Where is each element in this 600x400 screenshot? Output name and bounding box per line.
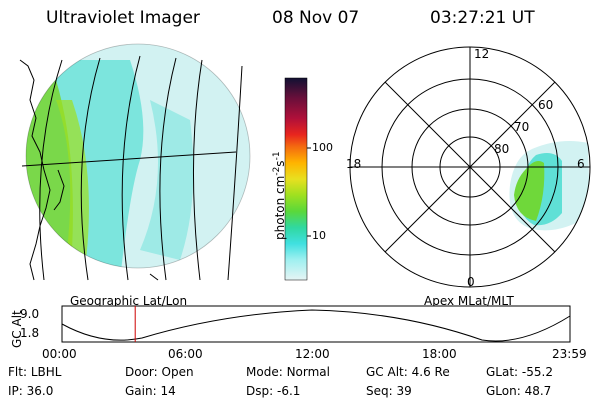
info-gain-value: 14	[160, 384, 176, 398]
info-glat-value: -55.2	[521, 365, 553, 379]
info-mode: Mode: Normal	[246, 365, 330, 379]
info-gain: Gain: 14	[125, 384, 176, 398]
polar-caption: Apex MLat/MLT	[424, 294, 514, 308]
geographic-image	[19, 43, 251, 281]
altitude-plot	[61, 305, 571, 343]
geographic-caption: Geographic Lat/Lon	[70, 294, 188, 308]
altitude-xtick-3: 18:00	[422, 347, 457, 361]
colorbar-tick-100: 100	[312, 141, 333, 154]
mlt-label-6: 6	[577, 157, 585, 171]
info-glon-value: 48.7	[524, 384, 552, 398]
colorbar-unit-exp1: -2	[272, 166, 282, 176]
info-door: Door: Open	[125, 365, 194, 379]
colorbar-unit-text: photon cm	[273, 175, 287, 240]
colorbar	[284, 77, 311, 281]
info-seq: Seq: 39	[366, 384, 412, 398]
mlat-label-80: 80	[494, 142, 510, 156]
info-glon: GLon: 48.7	[486, 384, 551, 398]
info-gain-label: Gain:	[125, 384, 157, 398]
colorbar-unit-seconds: s	[273, 160, 287, 167]
mlt-label-0: 0	[467, 275, 475, 289]
altitude-xtick-1: 06:00	[168, 347, 203, 361]
info-seq-value: 39	[396, 384, 412, 398]
mlat-label-70: 70	[514, 120, 530, 134]
mlat-label-60: 60	[538, 98, 554, 112]
info-ip: IP: 36.0	[8, 384, 53, 398]
info-gc-alt: GC Alt: 4.6 Re	[366, 365, 450, 379]
mlt-label-12: 12	[474, 47, 490, 61]
info-dsp-label: Dsp:	[246, 384, 274, 398]
info-gc-alt-label: GC Alt:	[366, 365, 408, 379]
observation-date: 08 Nov 07	[272, 8, 360, 28]
colorbar-tick-10: 10	[312, 229, 326, 242]
altitude-ytick-low: 1.8	[20, 326, 40, 340]
observation-time: 03:27:21 UT	[430, 8, 535, 28]
info-door-value: Open	[161, 365, 194, 379]
info-seq-label: Seq:	[366, 384, 393, 398]
info-flt: Flt: LBHL	[8, 365, 61, 379]
info-dsp: Dsp: -6.1	[246, 384, 300, 398]
colorbar-unit-exp2: -1	[272, 151, 282, 161]
info-glat-label: GLat:	[486, 365, 519, 379]
mlt-label-18: 18	[346, 157, 362, 171]
info-flt-value: LBHL	[30, 365, 62, 379]
info-glon-label: GLon:	[486, 384, 521, 398]
info-gc-alt-value: 4.6 Re	[411, 365, 450, 379]
instrument-title: Ultraviolet Imager	[46, 8, 200, 28]
info-door-label: Door:	[125, 365, 158, 379]
info-mode-value: Normal	[286, 365, 330, 379]
info-ip-label: IP:	[8, 384, 23, 398]
altitude-ytick-high: 9.0	[20, 307, 40, 321]
info-glat: GLat: -55.2	[486, 365, 553, 379]
altitude-xtick-2: 12:00	[295, 347, 330, 361]
info-ip-value: 36.0	[26, 384, 54, 398]
colorbar-unit-label: photon cm-2s-1	[272, 151, 287, 240]
info-mode-label: Mode:	[246, 365, 283, 379]
info-flt-label: Flt:	[8, 365, 27, 379]
altitude-xtick-4: 23:59	[552, 347, 587, 361]
polar-plot	[349, 46, 591, 288]
info-dsp-value: -6.1	[276, 384, 301, 398]
altitude-xtick-0: 00:00	[42, 347, 77, 361]
